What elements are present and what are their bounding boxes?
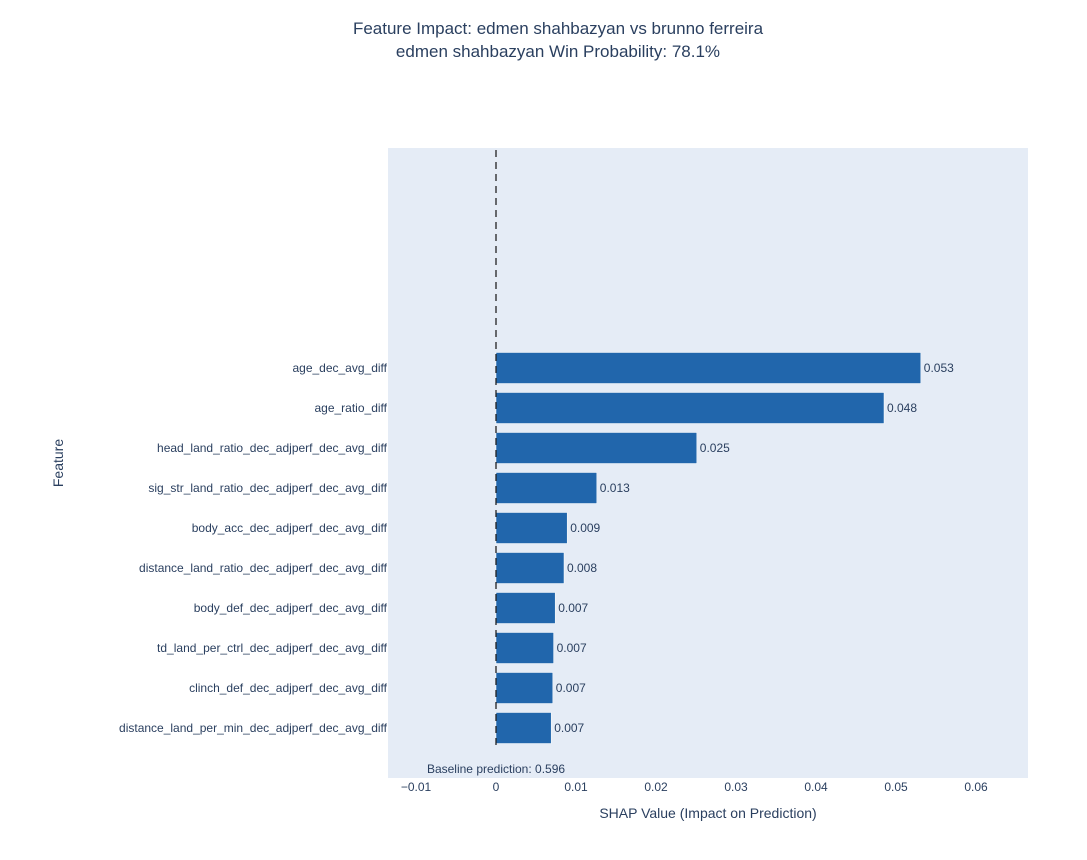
y-tick-label-td_land_per_ctrl_dec_adjperf_dec_avg_diff: td_land_per_ctrl_dec_adjperf_dec_avg_dif…: [157, 641, 388, 655]
value-label-body_acc_dec_adjperf_dec_avg_diff: 0.009: [570, 521, 600, 535]
value-label-sig_str_land_ratio_dec_adjperf_dec_avg_diff: 0.013: [600, 481, 630, 495]
y-tick-label-distance_land_per_min_dec_adjperf_dec_avg_diff: distance_land_per_min_dec_adjperf_dec_av…: [119, 721, 388, 735]
y-tick-label-body_def_dec_adjperf_dec_avg_diff: body_def_dec_adjperf_dec_avg_diff: [194, 601, 388, 615]
y-tick-label-distance_land_ratio_dec_adjperf_dec_avg_diff: distance_land_ratio_dec_adjperf_dec_avg_…: [139, 561, 388, 575]
y-tick-label-age_ratio_diff: age_ratio_diff: [314, 401, 387, 415]
plot-area: [388, 148, 1028, 778]
baseline-annotation: Baseline prediction: 0.596: [427, 762, 565, 776]
x-tick-label: 0.05: [884, 780, 908, 794]
x-tick-label: 0.01: [564, 780, 588, 794]
bar-clinch_def_dec_adjperf_dec_avg_diff: [495, 672, 554, 704]
value-label-td_land_per_ctrl_dec_adjperf_dec_avg_diff: 0.007: [557, 641, 587, 655]
x-tick-label: 0.03: [724, 780, 748, 794]
value-label-body_def_dec_adjperf_dec_avg_diff: 0.007: [558, 601, 588, 615]
x-axis-title: SHAP Value (Impact on Prediction): [599, 805, 816, 821]
x-tick-label: 0.06: [964, 780, 988, 794]
y-tick-label-head_land_ratio_dec_adjperf_dec_avg_diff: head_land_ratio_dec_adjperf_dec_avg_diff: [157, 441, 388, 455]
y-tick-label-clinch_def_dec_adjperf_dec_avg_diff: clinch_def_dec_adjperf_dec_avg_diff: [189, 681, 388, 695]
bar-distance_land_per_min_dec_adjperf_dec_avg_diff: [495, 712, 552, 744]
bars-group: [495, 352, 922, 744]
x-tick-labels: −0.01 0 0.01 0.02 0.03 0.04 0.05 0.06: [401, 780, 988, 794]
chart-title: Feature Impact: edmen shahbazyan vs brun…: [353, 19, 764, 38]
bar-distance_land_ratio_dec_adjperf_dec_avg_diff: [495, 552, 565, 584]
bar-sig_str_land_ratio_dec_adjperf_dec_avg_diff: [495, 472, 598, 504]
y-tick-label-body_acc_dec_adjperf_dec_avg_diff: body_acc_dec_adjperf_dec_avg_diff: [192, 521, 388, 535]
bar-body_acc_dec_adjperf_dec_avg_diff: [495, 512, 568, 544]
value-labels-group: 0.053 0.048 0.025 0.013 0.009 0.008 0.007 0.007…: [554, 361, 954, 735]
value-label-distance_land_per_min_dec_adjperf_dec_avg_diff: 0.007: [554, 721, 584, 735]
bar-head_land_ratio_dec_adjperf_dec_avg_diff: [495, 432, 698, 464]
value-label-age_dec_avg_diff: 0.053: [924, 361, 954, 375]
y-tick-label-age_dec_avg_diff: age_dec_avg_diff: [292, 361, 387, 375]
y-tick-label-sig_str_land_ratio_dec_adjperf_dec_avg_diff: sig_str_land_ratio_dec_adjperf_dec_avg_d…: [148, 481, 387, 495]
value-label-distance_land_ratio_dec_adjperf_dec_avg_diff: 0.008: [567, 561, 597, 575]
bar-age_ratio_diff: [495, 392, 885, 424]
value-label-head_land_ratio_dec_adjperf_dec_avg_diff: 0.025: [700, 441, 730, 455]
y-axis-title: Feature: [50, 439, 66, 487]
x-tick-label: −0.01: [401, 780, 432, 794]
chart-subtitle: edmen shahbazyan Win Probability: 78.1%: [396, 42, 720, 61]
x-tick-label: 0: [493, 780, 500, 794]
y-tick-labels: age_dec_avg_diff age_ratio_diff head_land_…: [119, 361, 388, 735]
bar-body_def_dec_adjperf_dec_avg_diff: [495, 592, 556, 624]
bar-age_dec_avg_diff: [495, 352, 922, 384]
x-tick-label: 0.04: [804, 780, 828, 794]
x-tick-label: 0.02: [644, 780, 668, 794]
value-label-clinch_def_dec_adjperf_dec_avg_diff: 0.007: [556, 681, 586, 695]
bar-td_land_per_ctrl_dec_adjperf_dec_avg_diff: [495, 632, 554, 664]
value-label-age_ratio_diff: 0.048: [887, 401, 917, 415]
